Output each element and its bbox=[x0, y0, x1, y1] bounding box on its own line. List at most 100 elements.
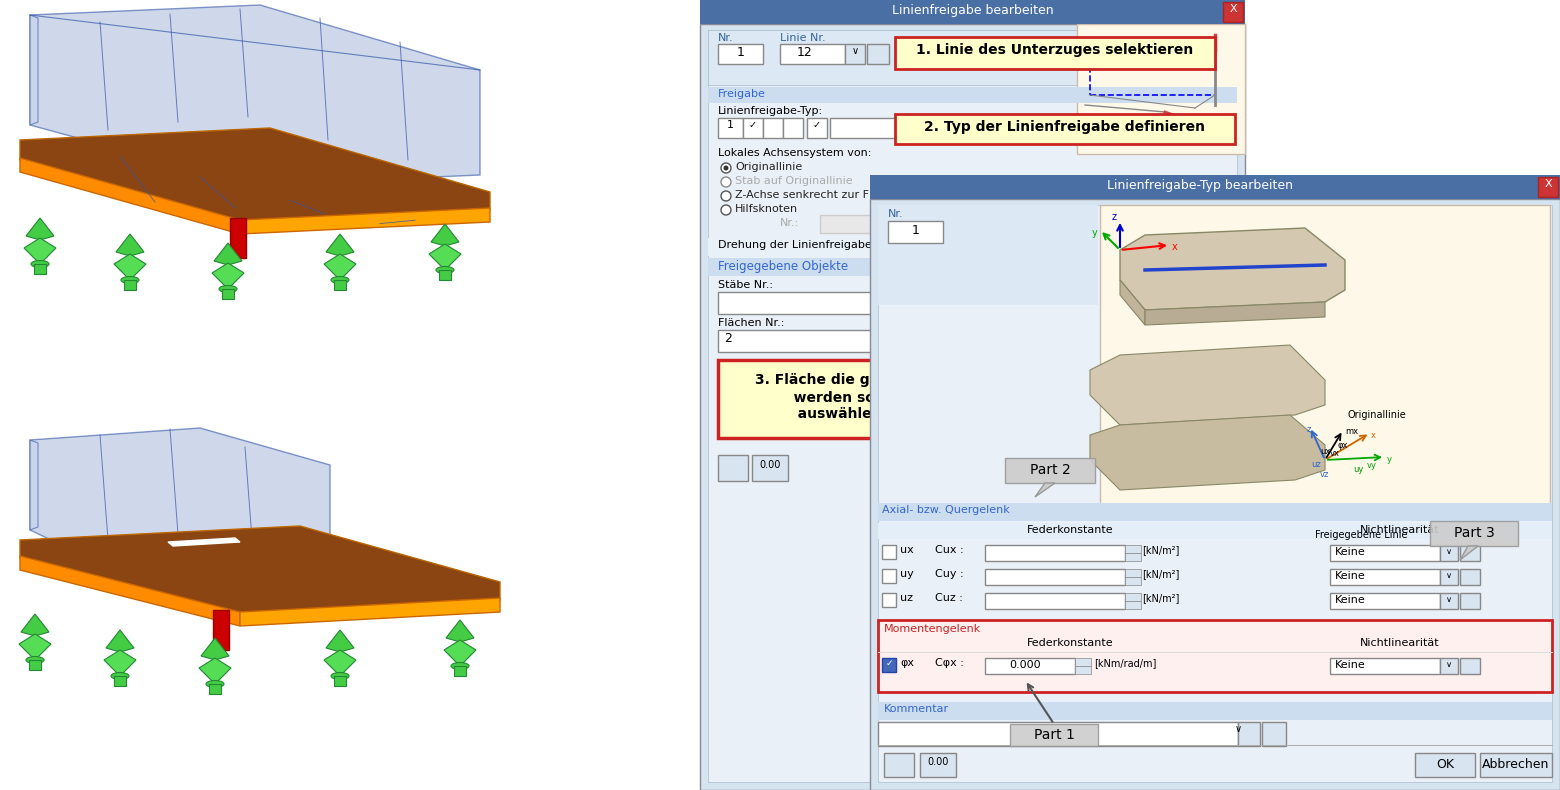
Ellipse shape bbox=[122, 243, 139, 253]
Polygon shape bbox=[1090, 345, 1324, 425]
Polygon shape bbox=[1460, 546, 1477, 560]
Text: ∨: ∨ bbox=[1446, 660, 1452, 669]
Bar bbox=[123, 280, 136, 290]
Polygon shape bbox=[1034, 483, 1055, 497]
Bar bbox=[334, 280, 346, 290]
Text: Federkonstante: Federkonstante bbox=[1026, 638, 1114, 648]
Bar bbox=[1125, 577, 1140, 585]
Polygon shape bbox=[1145, 302, 1324, 325]
Bar bbox=[30, 660, 41, 670]
Bar bbox=[846, 44, 864, 64]
Polygon shape bbox=[326, 234, 354, 256]
Bar bbox=[878, 205, 1098, 305]
Bar bbox=[222, 289, 234, 299]
Polygon shape bbox=[324, 254, 356, 280]
Polygon shape bbox=[431, 224, 459, 246]
Ellipse shape bbox=[331, 639, 349, 649]
Text: [kN/m²]: [kN/m²] bbox=[1142, 593, 1179, 603]
Polygon shape bbox=[23, 238, 56, 264]
Polygon shape bbox=[446, 620, 474, 642]
Bar bbox=[878, 722, 1239, 746]
Text: ∨: ∨ bbox=[1446, 547, 1452, 556]
Text: X: X bbox=[1544, 179, 1552, 189]
Polygon shape bbox=[201, 638, 229, 660]
Ellipse shape bbox=[27, 656, 44, 664]
Bar bbox=[1415, 753, 1476, 777]
Text: vz: vz bbox=[1320, 470, 1329, 479]
Text: Cφx :: Cφx : bbox=[934, 658, 964, 668]
Text: y: y bbox=[1092, 228, 1098, 238]
Text: vy: vy bbox=[1367, 461, 1377, 470]
Text: ux: ux bbox=[1320, 447, 1331, 456]
Polygon shape bbox=[20, 158, 240, 234]
Text: vx: vx bbox=[1331, 449, 1340, 458]
Text: Cuz :: Cuz : bbox=[934, 593, 963, 603]
Polygon shape bbox=[30, 15, 37, 125]
Text: ✓: ✓ bbox=[749, 120, 757, 130]
Ellipse shape bbox=[206, 680, 225, 687]
Polygon shape bbox=[1120, 228, 1345, 310]
Bar bbox=[700, 24, 1245, 790]
Bar bbox=[1125, 569, 1140, 577]
Text: [kN/m²]: [kN/m²] bbox=[1142, 569, 1179, 579]
Ellipse shape bbox=[206, 647, 225, 657]
Polygon shape bbox=[20, 128, 490, 222]
Text: Flächen Nr.:: Flächen Nr.: bbox=[718, 318, 785, 328]
Text: ∨: ∨ bbox=[1234, 724, 1242, 734]
Bar bbox=[700, 0, 1245, 24]
Text: 0.000: 0.000 bbox=[1009, 660, 1041, 670]
Bar bbox=[870, 175, 1560, 199]
Bar bbox=[1005, 458, 1095, 483]
Bar bbox=[1223, 2, 1243, 22]
Bar bbox=[1331, 593, 1440, 609]
Text: 0.00: 0.00 bbox=[760, 460, 780, 470]
Bar bbox=[1440, 545, 1459, 561]
Bar bbox=[1262, 722, 1285, 746]
Bar bbox=[718, 292, 1232, 314]
Text: Part 2: Part 2 bbox=[1030, 463, 1070, 477]
Text: ✓: ✓ bbox=[885, 659, 892, 668]
Ellipse shape bbox=[31, 261, 48, 268]
Bar bbox=[454, 666, 466, 676]
Text: φx: φx bbox=[1337, 441, 1348, 450]
Text: 1: 1 bbox=[913, 224, 920, 237]
Ellipse shape bbox=[721, 163, 732, 173]
Text: Nr.:: Nr.: bbox=[780, 218, 799, 228]
Polygon shape bbox=[240, 208, 490, 234]
Polygon shape bbox=[114, 254, 147, 280]
Ellipse shape bbox=[218, 252, 237, 262]
Text: Linie Nr.: Linie Nr. bbox=[780, 33, 825, 43]
Ellipse shape bbox=[111, 672, 129, 679]
Bar bbox=[1239, 722, 1260, 746]
Ellipse shape bbox=[111, 639, 129, 649]
Bar bbox=[1331, 569, 1440, 585]
Polygon shape bbox=[324, 650, 356, 676]
Polygon shape bbox=[200, 658, 231, 684]
Ellipse shape bbox=[122, 276, 139, 284]
Text: Stab auf Originallinie: Stab auf Originallinie bbox=[735, 176, 853, 186]
Text: Keine: Keine bbox=[1335, 660, 1365, 670]
Text: Stäbe Nr.:: Stäbe Nr.: bbox=[718, 280, 774, 290]
Text: Linienfreigabe bearbeiten: Linienfreigabe bearbeiten bbox=[892, 4, 1053, 17]
Text: Hilfsknoten: Hilfsknoten bbox=[735, 204, 799, 214]
Text: Cuy :: Cuy : bbox=[934, 569, 964, 579]
Bar bbox=[708, 30, 1237, 85]
Ellipse shape bbox=[721, 177, 732, 187]
Bar bbox=[888, 221, 942, 243]
Text: [kN/m²]: [kN/m²] bbox=[1142, 545, 1179, 555]
Bar bbox=[895, 114, 1236, 144]
Bar bbox=[867, 44, 889, 64]
Text: 1: 1 bbox=[736, 46, 746, 59]
Text: z: z bbox=[1112, 212, 1117, 222]
Bar bbox=[1440, 569, 1459, 585]
Bar bbox=[783, 118, 803, 138]
Bar bbox=[1460, 658, 1480, 674]
Bar bbox=[1460, 569, 1480, 585]
Bar bbox=[1431, 521, 1518, 546]
Bar bbox=[1460, 593, 1480, 609]
Bar bbox=[334, 676, 346, 686]
Text: 2: 2 bbox=[724, 332, 732, 345]
Bar bbox=[708, 87, 1237, 103]
Bar bbox=[743, 118, 763, 138]
Bar bbox=[1538, 177, 1558, 197]
